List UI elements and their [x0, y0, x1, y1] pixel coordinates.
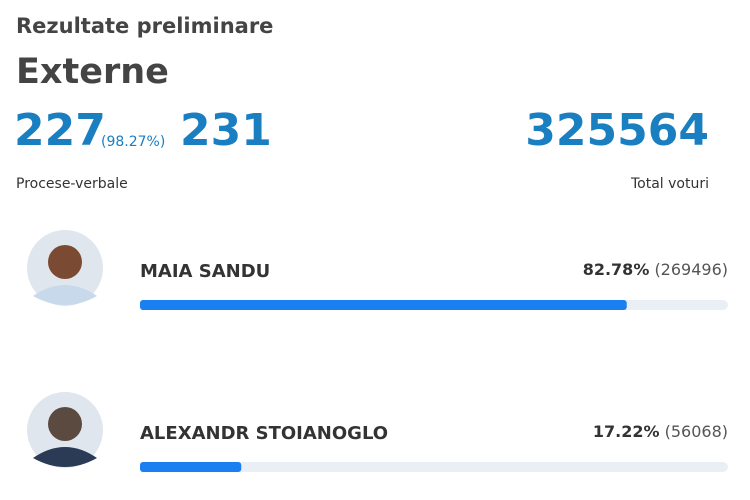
candidate-votes: (269496) [654, 260, 728, 279]
subtitle: Externe [16, 52, 169, 92]
bar [140, 462, 242, 472]
protocols-label: Procese-verbale [16, 176, 128, 192]
candidate-name: MAIA SANDU [140, 261, 270, 282]
candidate-result: 17.22% (56068) [593, 422, 728, 441]
candidate-name: ALEXANDR STOIANOGLO [140, 423, 388, 444]
photo-head [48, 245, 82, 279]
candidate-percent: 82.78% [583, 260, 650, 279]
votes-label: Total voturi [630, 176, 709, 192]
bar-track [140, 462, 728, 472]
candidate-result: 82.78% (269496) [583, 260, 728, 279]
title: Rezultate preliminare [16, 14, 273, 38]
candidate-votes: (56068) [665, 422, 728, 441]
processed-percent: (98.27%) [101, 134, 165, 150]
photo-head [48, 407, 82, 441]
processed-count: 227 [14, 105, 106, 156]
bar [140, 300, 627, 310]
candidate-percent: 17.22% [593, 422, 660, 441]
photo-shoulders [33, 447, 97, 467]
total-protocols: 231 [180, 105, 272, 156]
photo-shoulders [33, 285, 97, 305]
total-votes: 325564 [525, 105, 709, 156]
